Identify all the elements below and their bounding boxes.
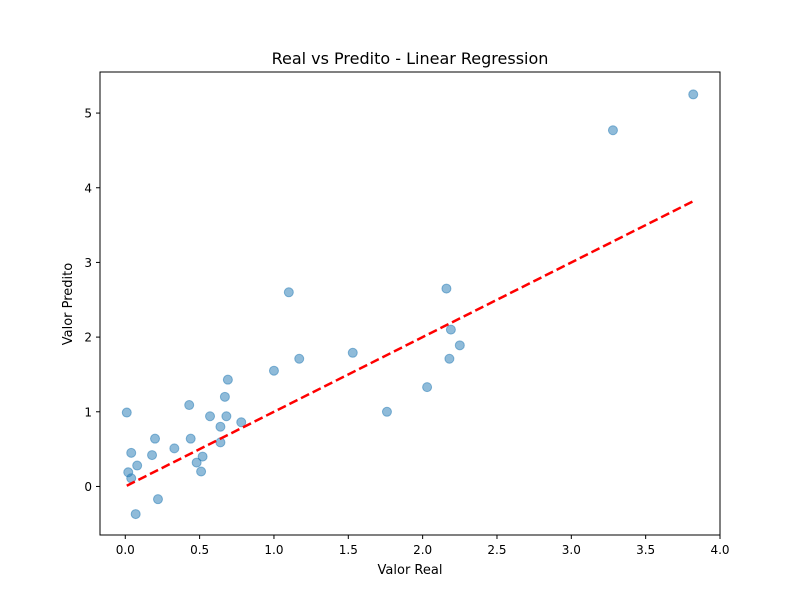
y-tick-label: 4	[84, 181, 92, 195]
x-tick-label: 2.0	[413, 543, 432, 557]
data-point	[441, 283, 452, 294]
data-point	[184, 400, 195, 411]
y-tick-label: 3	[84, 256, 92, 270]
data-point	[132, 460, 143, 471]
data-point	[381, 406, 392, 417]
x-tick-label: 1.0	[264, 543, 283, 557]
data-points	[121, 89, 699, 520]
x-tick-label: 3.0	[562, 543, 581, 557]
data-point	[445, 324, 456, 335]
data-point	[147, 450, 158, 461]
data-point	[150, 433, 161, 444]
data-point	[454, 340, 465, 351]
x-tick-label: 4.0	[710, 543, 729, 557]
data-point	[444, 353, 455, 364]
data-point	[422, 382, 433, 393]
reference-line	[126, 200, 694, 487]
y-axis-label: Valor Predito	[61, 263, 76, 346]
data-point	[215, 421, 226, 432]
x-tick-label: 0.5	[190, 543, 209, 557]
x-tick-label: 2.5	[487, 543, 506, 557]
chart-title: Real vs Predito - Linear Regression	[272, 49, 549, 68]
y-tick-label: 0	[84, 480, 92, 494]
data-point	[196, 466, 207, 477]
x-tick-label: 3.5	[636, 543, 655, 557]
data-point	[347, 347, 358, 358]
data-point	[219, 391, 230, 402]
x-tick-label: 1.5	[339, 543, 358, 557]
data-point	[283, 287, 294, 298]
y-tick-label: 2	[84, 331, 92, 345]
data-point	[185, 433, 196, 444]
y-tick-label: 1	[84, 405, 92, 419]
x-axis-label: Valor Real	[378, 563, 443, 578]
data-point	[152, 494, 163, 505]
data-point	[236, 417, 247, 428]
data-point	[688, 89, 699, 100]
x-axis-ticks: 0.0 0.5 1.0 1.5 2.0 2.5 3.0 3.5 4.0	[116, 535, 730, 557]
data-point	[294, 353, 305, 364]
data-point	[205, 411, 216, 422]
data-point	[222, 374, 233, 385]
y-axis-ticks: 0 1 2 3 4 5	[84, 107, 100, 494]
data-point	[130, 509, 141, 520]
data-point	[221, 411, 232, 422]
reference-line-layer	[126, 200, 694, 487]
x-tick-label: 0.0	[116, 543, 135, 557]
data-point	[197, 451, 208, 462]
data-point	[169, 443, 180, 454]
data-point	[191, 457, 202, 468]
data-point	[268, 365, 279, 376]
data-point	[607, 125, 618, 136]
y-tick-label: 5	[84, 107, 92, 121]
data-point	[126, 447, 137, 458]
plot-frame	[99, 71, 721, 536]
data-point	[121, 407, 132, 418]
